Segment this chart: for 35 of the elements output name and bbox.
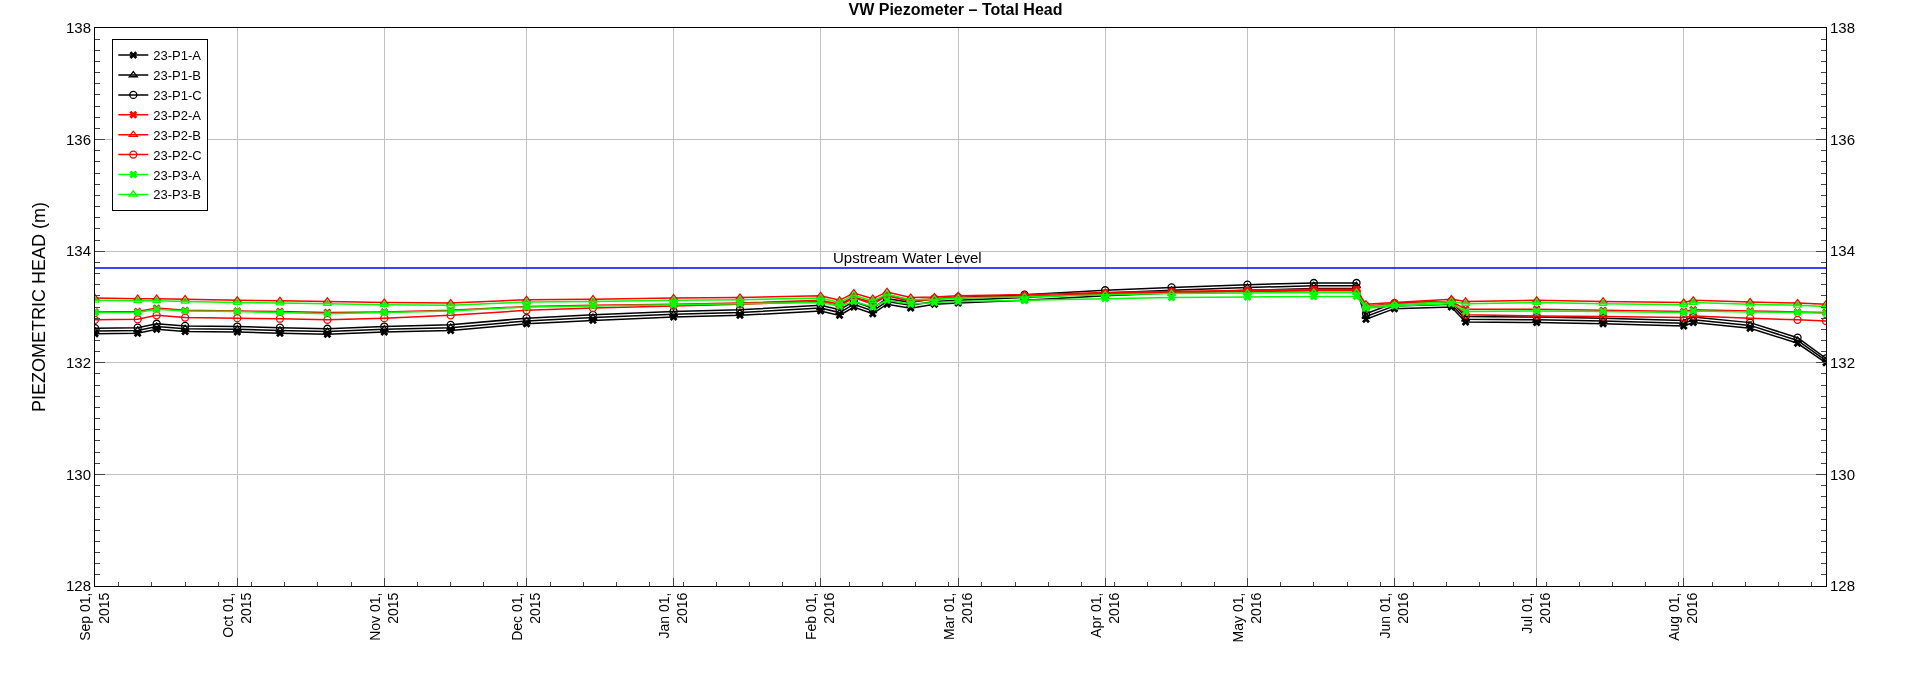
- legend-label: 23-P2-C: [153, 147, 202, 163]
- legend-label: 23-P3-B: [153, 187, 202, 203]
- y-axis-title: PIEZOMETRIC HEAD (m): [29, 202, 50, 412]
- x-tick-label: Aug 01, 2016: [1666, 592, 1701, 641]
- y2-tick-label: 136: [1830, 130, 1856, 148]
- legend-label: 23-P1-B: [153, 68, 202, 84]
- x-tick-label: Dec 01, 2015: [509, 592, 544, 641]
- x-tick-label: Jul 01, 2016: [1519, 592, 1554, 634]
- y-tick-label: 134: [65, 242, 91, 260]
- y-tick-label: 132: [65, 354, 91, 372]
- y2-tick-label: 134: [1830, 242, 1856, 260]
- x-tick-label: Feb 01, 2016: [803, 592, 838, 641]
- legend-label: 23-P2-B: [153, 127, 202, 143]
- x-tick-label: May 01, 2016: [1229, 592, 1265, 643]
- y2-tick-label: 132: [1830, 354, 1856, 372]
- legend-label: 23-P1-C: [153, 87, 202, 103]
- x-tick-label: Mar 01, 2016: [940, 592, 975, 641]
- legend-label: 23-P2-A: [153, 107, 202, 123]
- y2-tick-label: 130: [1830, 465, 1856, 483]
- x-tick-label: Oct 01, 2015: [219, 592, 254, 638]
- x-tick-label: Sep 01, 2015: [77, 592, 112, 641]
- x-tick-label: Apr 01, 2016: [1087, 592, 1122, 638]
- y-tick-label: 136: [65, 130, 91, 148]
- legend-label: 23-P3-A: [153, 167, 202, 183]
- ref-line-label: Upstream Water Level: [833, 249, 982, 266]
- y-tick-label: 138: [65, 19, 91, 37]
- x-tick-label: Jan 01, 2016: [656, 592, 691, 639]
- chart-title: VW Piezometer – Total Head: [848, 0, 1063, 18]
- legend-label: 23-P1-A: [153, 48, 202, 64]
- y-tick-label: 128: [65, 577, 91, 595]
- x-tick-label: Nov 01, 2015: [366, 592, 401, 641]
- x-tick-label: Jun 01, 2016: [1376, 592, 1412, 639]
- y2-tick-label: 138: [1830, 19, 1856, 37]
- y-tick-label: 130: [65, 465, 91, 483]
- y2-tick-label: 128: [1830, 577, 1856, 595]
